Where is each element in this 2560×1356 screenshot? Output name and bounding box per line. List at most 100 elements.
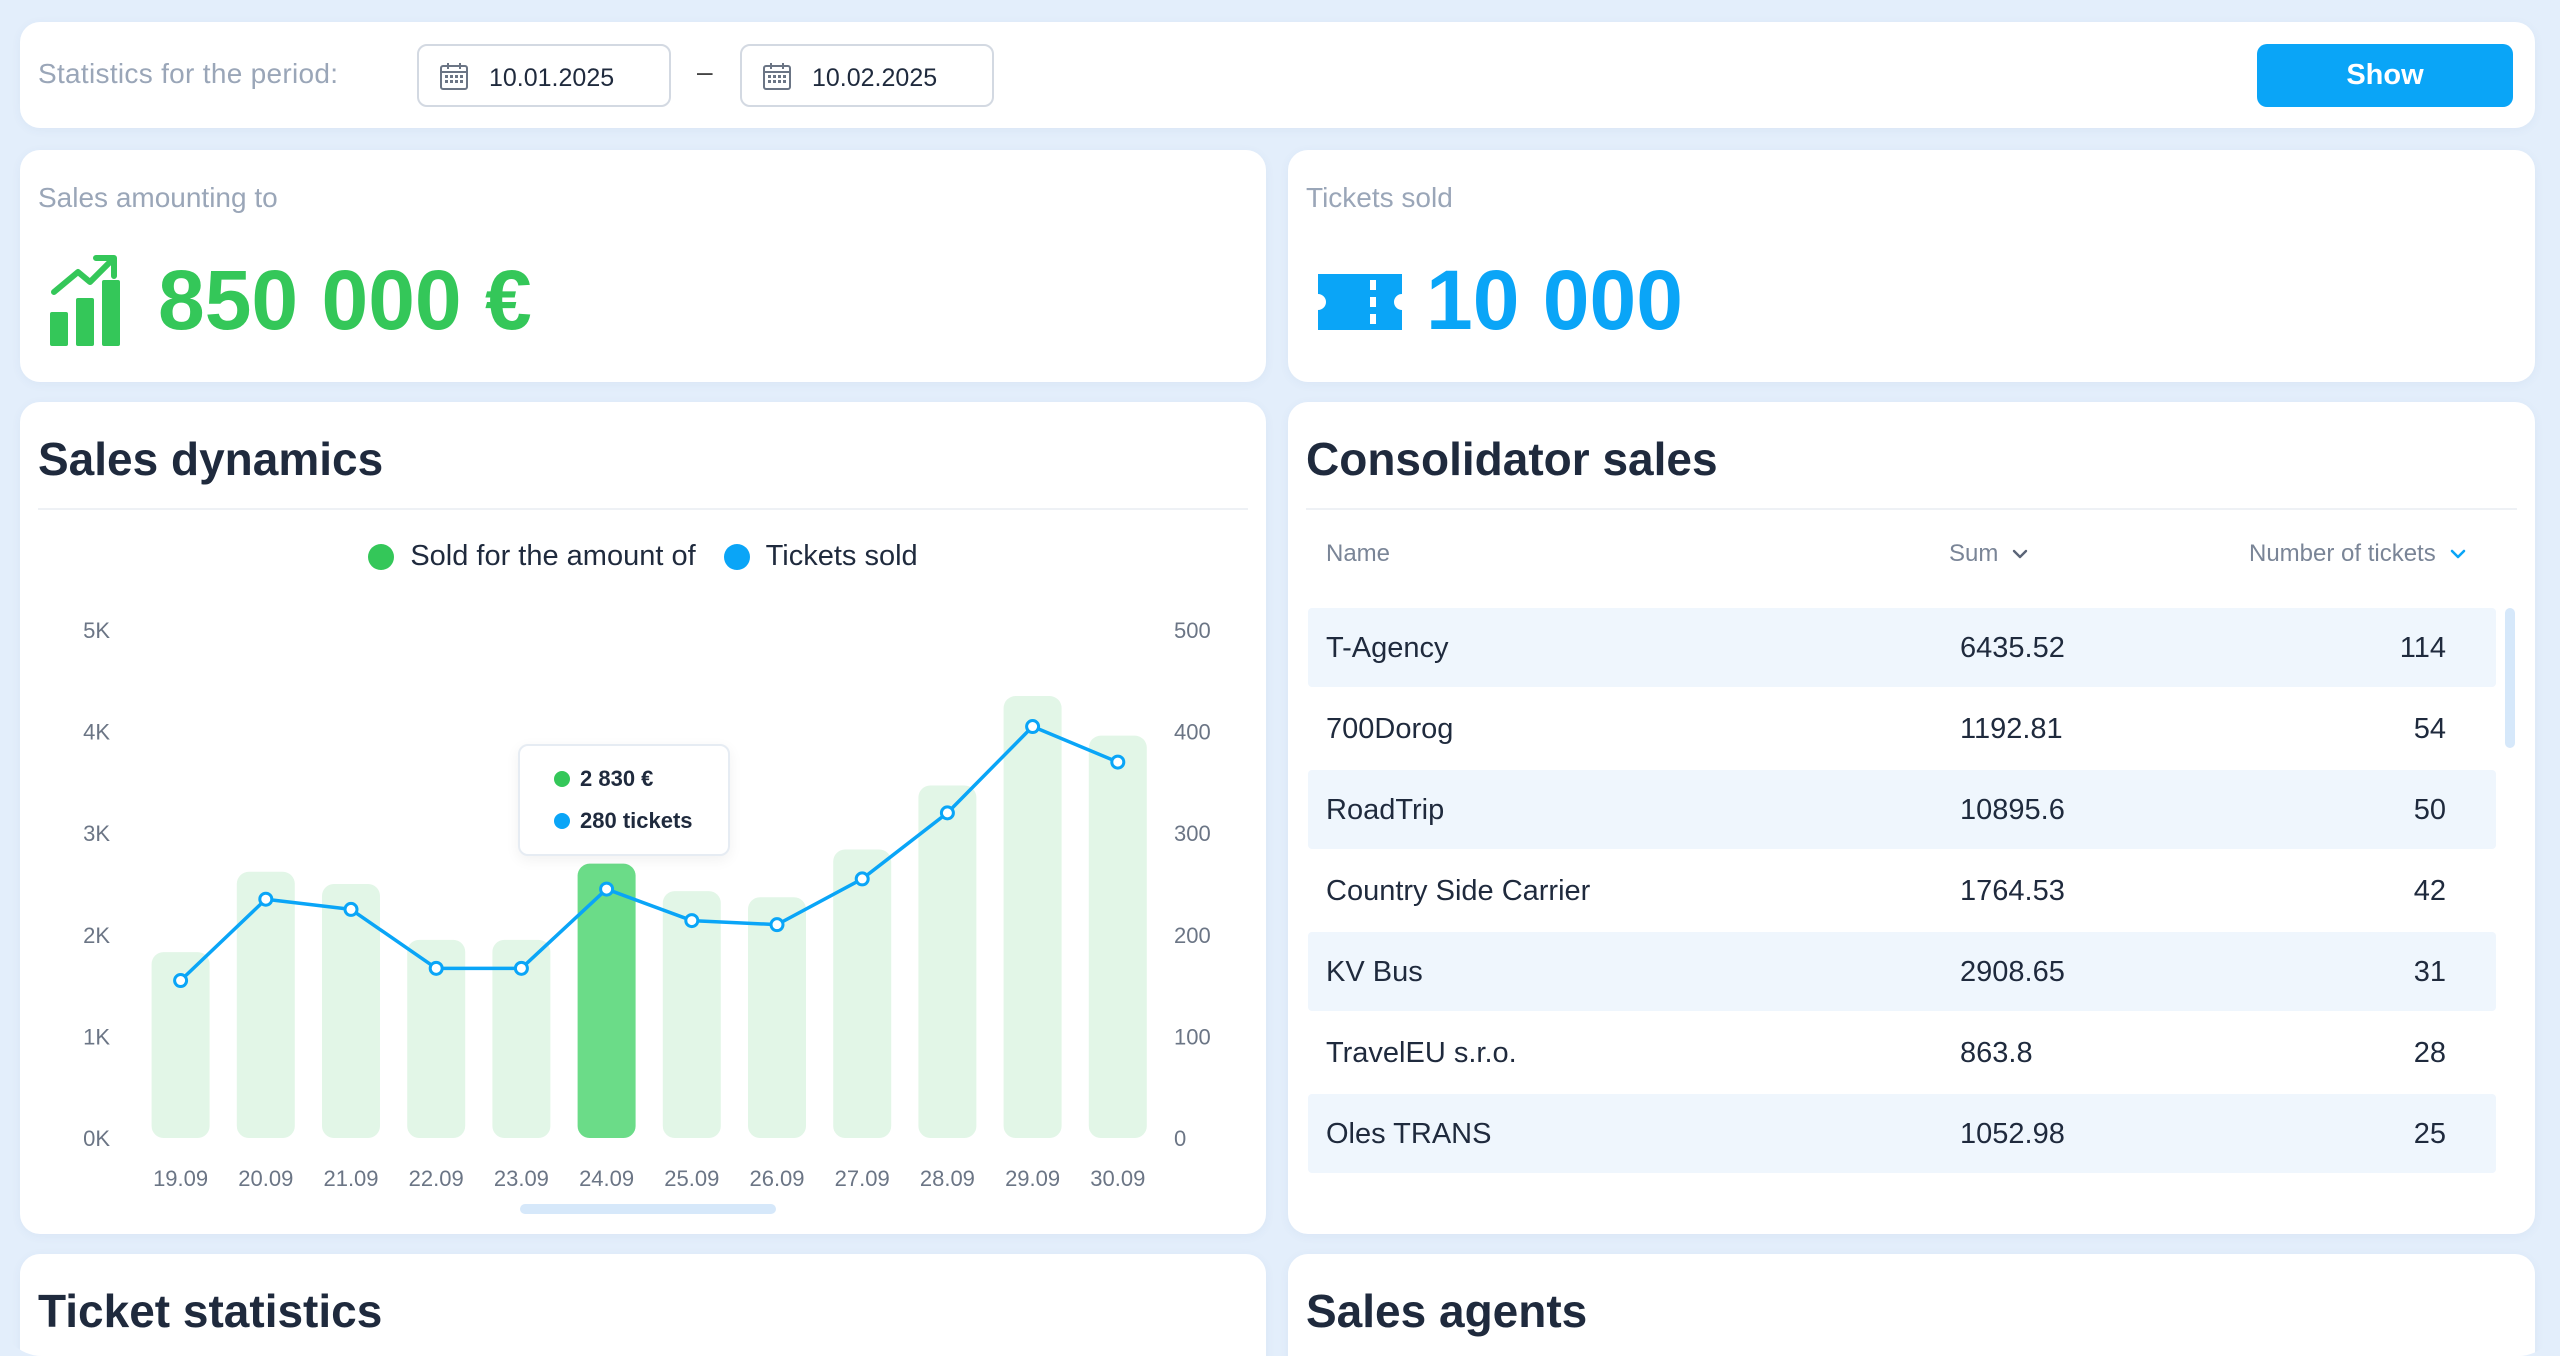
tickets-point-24.09 bbox=[599, 881, 615, 897]
cell-name: TravelEU s.r.o. bbox=[1326, 1037, 1517, 1069]
y-left-tick-label: 0K bbox=[83, 1126, 110, 1151]
tickets-point-20.09 bbox=[258, 891, 274, 907]
x-tick-label: 20.09 bbox=[238, 1166, 293, 1191]
cell-tickets: 42 bbox=[2413, 875, 2446, 907]
bar-24.09 bbox=[577, 863, 636, 1138]
table-row[interactable]: RoadTrip 10895.6 50 bbox=[1308, 770, 2496, 849]
tickets-point-21.09 bbox=[343, 901, 359, 917]
ticket-statistics-card: Ticket statistics bbox=[20, 1254, 1266, 1356]
y-left-tick-label: 4K bbox=[83, 720, 110, 745]
bar-19.09 bbox=[151, 952, 210, 1138]
date-to-field[interactable]: 10.02.2025 bbox=[740, 44, 994, 107]
bar-29.09 bbox=[1003, 696, 1062, 1138]
date-separator: – bbox=[697, 56, 713, 87]
chevron-down-icon bbox=[2013, 549, 2028, 559]
table-row[interactable]: TravelEU s.r.o. 863.8 28 bbox=[1308, 1013, 2496, 1092]
table-row[interactable]: Oles TRANS 1052.98 25 bbox=[1308, 1094, 2496, 1173]
column-tickets-label: Number of tickets bbox=[2249, 540, 2436, 567]
cell-tickets: 50 bbox=[2413, 794, 2446, 826]
calendar-icon bbox=[763, 63, 791, 90]
show-button[interactable]: Show bbox=[2257, 44, 2513, 107]
tickets-point-23.09 bbox=[513, 960, 529, 976]
divider bbox=[38, 508, 1248, 510]
tickets-point-30.09 bbox=[1110, 754, 1126, 770]
sales-dynamics-card: Sales dynamics Sold for the amount of Ti… bbox=[20, 402, 1266, 1234]
table-row[interactable]: KV Bus 2908.65 31 bbox=[1308, 932, 2496, 1011]
chart-horizontal-scrollbar[interactable] bbox=[520, 1204, 776, 1214]
table-vertical-scrollbar[interactable] bbox=[2505, 608, 2515, 748]
table-row[interactable]: 700Dorog 1192.81 54 bbox=[1308, 689, 2496, 768]
table-header: Name Sum Number of tickets bbox=[1288, 540, 2535, 580]
period-label: Statistics for the period: bbox=[38, 58, 339, 89]
cell-name: RoadTrip bbox=[1326, 794, 1445, 826]
cell-name: KV Bus bbox=[1326, 956, 1423, 988]
bar-28.09 bbox=[918, 785, 977, 1138]
cell-tickets: 25 bbox=[2413, 1118, 2446, 1150]
column-header-name[interactable]: Name bbox=[1326, 540, 1390, 568]
tickets-line bbox=[179, 724, 1119, 982]
growth-chart-icon bbox=[50, 255, 120, 346]
sales-dynamics-chart: 0K 1K 2K 3K 4K 5K 0 100 200 300 400 500 19.09 20.09 21… bbox=[83, 618, 1211, 1191]
tooltip-tickets: 280 tickets bbox=[580, 808, 693, 833]
legend-dot-amount bbox=[368, 543, 395, 570]
column-header-sum[interactable]: Sum bbox=[1949, 540, 2028, 568]
cell-tickets: 31 bbox=[2413, 956, 2446, 988]
y-right-tick-label: 300 bbox=[1174, 821, 1211, 846]
x-tick-label: 19.09 bbox=[153, 1166, 208, 1191]
cell-sum: 1764.53 bbox=[1960, 875, 2065, 907]
y-left-tick-label: 3K bbox=[83, 821, 110, 846]
consolidator-sales-card: Consolidator sales Name Sum Number of ti… bbox=[1288, 402, 2535, 1234]
sales-kpi-card: Sales amounting to 850 000 € bbox=[20, 150, 1266, 382]
chart-tooltip: 2 830 € 280 tickets bbox=[518, 744, 730, 856]
cell-sum: 2908.65 bbox=[1960, 956, 2065, 988]
cell-sum: 863.8 bbox=[1960, 1037, 2033, 1069]
y-right-tick-label: 0 bbox=[1174, 1126, 1186, 1151]
legend-item-amount[interactable]: Sold for the amount of bbox=[368, 540, 696, 573]
x-tick-label: 24.09 bbox=[579, 1166, 634, 1191]
y-right-tick-label: 200 bbox=[1174, 923, 1211, 948]
table-row[interactable]: Country Side Carrier 1764.53 42 bbox=[1308, 851, 2496, 930]
tooltip-amount-dot bbox=[554, 771, 570, 787]
consolidator-table-body: T-Agency 6435.52 114 700Dorog 1192.81 54 RoadT… bbox=[1308, 608, 2496, 1175]
x-tick-label: 29.09 bbox=[1005, 1166, 1060, 1191]
consolidator-title: Consolidator sales bbox=[1306, 433, 1718, 485]
cell-name: Country Side Carrier bbox=[1326, 875, 1591, 907]
sales-dynamics-title: Sales dynamics bbox=[38, 433, 384, 485]
x-tick-label: 26.09 bbox=[749, 1166, 804, 1191]
legend-item-tickets[interactable]: Tickets sold bbox=[723, 540, 918, 573]
cell-tickets: 54 bbox=[2413, 713, 2446, 745]
bar-30.09 bbox=[1088, 735, 1147, 1138]
bar-20.09 bbox=[236, 871, 295, 1138]
y-right-tick-label: 400 bbox=[1174, 720, 1211, 745]
chart-legend: Sold for the amount of Tickets sold bbox=[20, 540, 1266, 573]
bar-26.09 bbox=[748, 897, 806, 1138]
cell-sum: 1052.98 bbox=[1960, 1118, 2065, 1150]
cell-sum: 1192.81 bbox=[1960, 713, 2063, 745]
tooltip-amount: 2 830 € bbox=[580, 766, 654, 791]
tickets-point-26.09 bbox=[769, 917, 785, 933]
date-to-value: 10.02.2025 bbox=[812, 64, 938, 92]
chevron-down-icon bbox=[2450, 549, 2466, 559]
sales-kpi-value: 850 000 € bbox=[158, 253, 532, 347]
date-from-field[interactable]: 10.01.2025 bbox=[417, 44, 671, 107]
y-left-tick-label: 1K bbox=[83, 1024, 110, 1049]
sales-agents-card: Sales agents bbox=[1288, 1254, 2535, 1356]
bar-23.09 bbox=[492, 939, 551, 1138]
x-tick-label: 23.09 bbox=[494, 1166, 549, 1191]
table-row[interactable]: T-Agency 6435.52 114 bbox=[1308, 608, 2496, 687]
tickets-point-22.09 bbox=[428, 960, 444, 976]
y-left-tick-label: 5K bbox=[83, 618, 110, 643]
cell-name: Oles TRANS bbox=[1326, 1118, 1492, 1150]
sales-kpi-label: Sales amounting to bbox=[38, 182, 278, 213]
column-header-tickets[interactable]: Number of tickets bbox=[2249, 540, 2466, 568]
tickets-point-28.09 bbox=[939, 805, 955, 821]
ticket-statistics-title: Ticket statistics bbox=[38, 1285, 383, 1337]
calendar-icon bbox=[440, 63, 468, 90]
bar-21.09 bbox=[322, 884, 380, 1138]
cell-tickets: 28 bbox=[2413, 1037, 2446, 1069]
period-filter-bar: Statistics for the period: 10.01.2025 – bbox=[20, 22, 2535, 128]
cell-sum: 6435.52 bbox=[1960, 632, 2065, 664]
y-right-tick-label: 100 bbox=[1174, 1024, 1211, 1049]
tooltip-tickets-row: 280 tickets bbox=[554, 808, 693, 834]
